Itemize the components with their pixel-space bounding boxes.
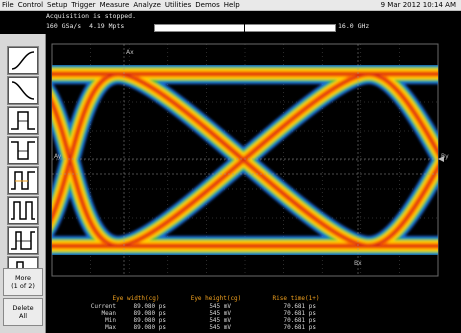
rise-time-value: 70.681 ps bbox=[283, 324, 316, 331]
eye-width-value: 89.080 ps bbox=[133, 303, 166, 310]
cursor-by-label: By bbox=[441, 153, 449, 160]
eye-height-value: 545 mV bbox=[209, 317, 231, 324]
menu-analyze[interactable]: Analyze bbox=[133, 1, 161, 9]
menu-bar: File Control Setup Trigger Measure Analy… bbox=[0, 0, 461, 11]
acquisition-bar: Acquisition is stopped. 160 GSa/s 4.19 M… bbox=[0, 11, 461, 34]
fall-edge-icon bbox=[11, 81, 35, 100]
menu-control[interactable]: Control bbox=[17, 1, 44, 9]
measurement-palette: More (1 of 2) Delete All bbox=[0, 34, 46, 333]
rise-edge-icon bbox=[11, 51, 35, 70]
eye-height-value: 545 mV bbox=[209, 310, 231, 317]
frequency-icon bbox=[11, 201, 35, 220]
acquisition-rate: 160 GSa/s 4.19 Mpts bbox=[46, 22, 124, 30]
more-button[interactable]: More (1 of 2) bbox=[3, 268, 43, 296]
acquisition-status: Acquisition is stopped. bbox=[46, 12, 137, 20]
period-tool[interactable] bbox=[7, 166, 39, 195]
rise-time-value: 70.681 ps bbox=[283, 303, 316, 310]
eye-height-value: 545 mV bbox=[209, 324, 231, 331]
trigger-level-marker[interactable] bbox=[438, 156, 444, 162]
eye-traces bbox=[52, 63, 438, 257]
rise-time-tool[interactable] bbox=[7, 46, 39, 75]
row-label: Min bbox=[105, 317, 116, 324]
measurement-results: Eye width(cg) Eye height(cg) Rise time(1… bbox=[46, 294, 461, 333]
header-eye-width: Eye width(cg) bbox=[112, 295, 160, 302]
delete-all-label: All bbox=[18, 312, 28, 320]
menu-help[interactable]: Help bbox=[223, 1, 240, 9]
memory-timeline[interactable] bbox=[154, 24, 336, 32]
period-icon bbox=[11, 171, 35, 190]
row-label: Max bbox=[105, 324, 116, 331]
eye-height-value: 545 mV bbox=[209, 303, 231, 310]
row-label: Current bbox=[90, 303, 116, 310]
menu-setup[interactable]: Setup bbox=[47, 1, 68, 9]
header-eye-height: Eye height(cg) bbox=[190, 295, 242, 302]
delete-all-button[interactable]: Delete All bbox=[3, 298, 43, 326]
positive-width-tool[interactable] bbox=[7, 106, 39, 135]
duty-cycle-icon bbox=[11, 231, 35, 250]
rise-time-value: 70.681 ps bbox=[283, 310, 316, 317]
positive-pulse-icon bbox=[11, 111, 35, 130]
rise-time-value: 70.681 ps bbox=[283, 317, 316, 324]
datetime-display: 9 Mar 2012 10:14 AM bbox=[380, 1, 456, 9]
eye-diagram: Ax Bx Ay By bbox=[51, 43, 449, 277]
row-label: Mean bbox=[101, 310, 116, 317]
more-label: More bbox=[14, 274, 32, 282]
fall-time-tool[interactable] bbox=[7, 76, 39, 105]
menu-measure[interactable]: Measure bbox=[99, 1, 130, 9]
duty-cycle-tool[interactable] bbox=[7, 226, 39, 255]
cursor-bx-label: Bx bbox=[354, 260, 362, 267]
timeline-marker[interactable] bbox=[244, 24, 245, 32]
memory-depth: 4.19 Mpts bbox=[89, 22, 125, 30]
eye-width-value: 89.080 ps bbox=[133, 310, 166, 317]
frequency-tool[interactable] bbox=[7, 196, 39, 225]
eye-width-value: 89.080 ps bbox=[133, 317, 166, 324]
delete-label: Delete bbox=[12, 304, 34, 312]
menu-file[interactable]: File bbox=[2, 1, 14, 9]
waveform-display[interactable]: Ax Bx Ay By bbox=[46, 34, 461, 294]
eye-width-value: 89.080 ps bbox=[133, 324, 166, 331]
negative-pulse-icon bbox=[11, 141, 35, 160]
negative-width-tool[interactable] bbox=[7, 136, 39, 165]
cursor-ay-label: Ay bbox=[54, 153, 62, 160]
eye-trace-core bbox=[52, 73, 438, 248]
menu-demos[interactable]: Demos bbox=[195, 1, 220, 9]
bandwidth-display: 16.0 GHz bbox=[338, 22, 370, 30]
cursor-ax-label: Ax bbox=[126, 49, 134, 56]
more-page-label: (1 of 2) bbox=[11, 282, 35, 290]
header-rise-time: Rise time(1+) bbox=[272, 295, 320, 302]
menu-utilities[interactable]: Utilities bbox=[164, 1, 192, 9]
menu-trigger[interactable]: Trigger bbox=[71, 1, 96, 9]
sample-rate: 160 GSa/s bbox=[46, 22, 82, 30]
